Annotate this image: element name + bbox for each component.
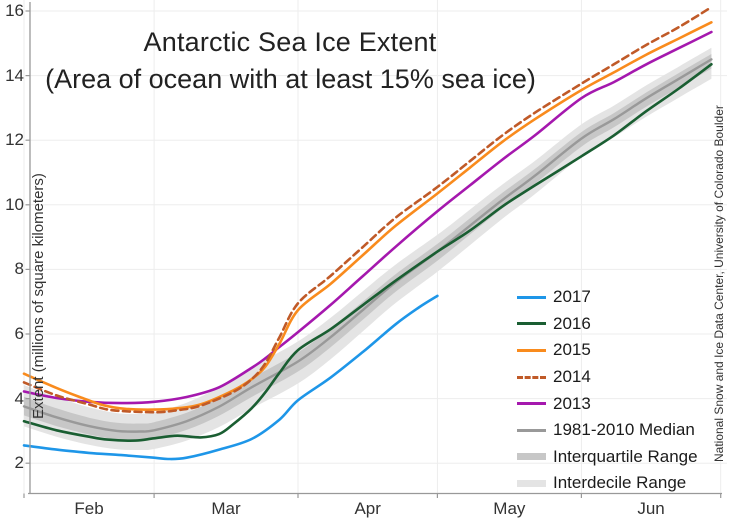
credit-label: National Snow and Ice Data Center, Unive… — [712, 105, 726, 463]
legend-label: 2013 — [553, 393, 591, 413]
legend-label: Interdecile Range — [553, 473, 687, 493]
series-line-2013 — [22, 30, 713, 405]
xtick-label-apr: Apr — [354, 499, 381, 518]
legend-label: 2014 — [553, 367, 591, 387]
ytick-label-14: 14 — [5, 65, 24, 85]
ytick-label-6: 6 — [14, 324, 24, 343]
series-line-2014 — [22, 5, 713, 414]
legend-swatch-line — [517, 295, 546, 299]
legend-label: 2016 — [553, 313, 591, 333]
legend-swatch-band — [517, 479, 546, 487]
xtick-label-jun: Jun — [637, 499, 665, 518]
legend-item-2013[interactable]: 2013 — [517, 390, 698, 417]
legend-item-2014[interactable]: 2014 — [517, 364, 698, 391]
legend-item-interquartile-range[interactable]: Interquartile Range — [517, 444, 698, 471]
xtick-label-mar: Mar — [211, 499, 241, 518]
legend-item-2015[interactable]: 2015 — [517, 337, 698, 364]
legend-swatch-band — [517, 453, 546, 461]
legend-swatch-line — [517, 348, 546, 352]
series-line-2015 — [22, 21, 713, 411]
legend-item-2017[interactable]: 2017 — [517, 284, 698, 311]
legend: 2017 2016 2015 2014 2013 1981-2010 Median Inte… — [517, 284, 698, 497]
ytick-label-10: 10 — [5, 194, 24, 214]
band-interdecile-range — [24, 47, 712, 451]
ytick-label-2: 2 — [14, 453, 24, 473]
legend-swatch-line — [517, 402, 546, 406]
legend-label: 2017 — [553, 287, 591, 307]
legend-item-1981-2010-median[interactable]: 1981-2010 Median — [517, 417, 698, 444]
chart-subtitle: (Area of ocean with at least 15% sea ice… — [45, 64, 536, 94]
legend-label: Interquartile Range — [553, 446, 698, 466]
ytick-label-4: 4 — [14, 388, 24, 408]
legend-swatch-dashed — [517, 375, 546, 379]
xtick-label-feb: Feb — [74, 499, 104, 518]
legend-item-interdecile-range[interactable]: Interdecile Range — [517, 470, 698, 497]
legend-swatch-line — [517, 322, 546, 326]
series-line-1981-2010-median — [22, 58, 713, 433]
series-line-2016 — [22, 63, 713, 442]
series-line-2017 — [22, 294, 439, 461]
legend-label: 2015 — [553, 340, 591, 360]
ytick-label-12: 12 — [5, 130, 24, 150]
legend-label: 1981-2010 Median — [553, 420, 695, 440]
ytick-label-8: 8 — [14, 259, 24, 279]
y-axis-label: Extent (millions of square kilometers) — [30, 173, 47, 419]
legend-swatch-line — [517, 428, 546, 432]
xtick-label-may: May — [493, 499, 526, 518]
ytick-label-16: 16 — [5, 1, 24, 20]
chart-title: Antarctic Sea Ice Extent — [143, 27, 437, 57]
legend-item-2016[interactable]: 2016 — [517, 311, 698, 338]
